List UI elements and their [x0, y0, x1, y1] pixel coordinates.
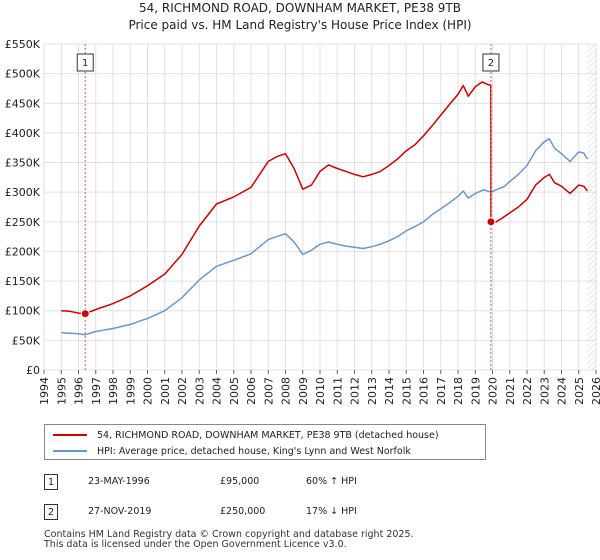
legend-swatch-property	[53, 434, 87, 436]
sale-badge-label: 2	[488, 58, 494, 69]
x-tick-label: 2003	[193, 377, 206, 405]
sale-point	[486, 217, 496, 227]
x-tick-label: 2013	[366, 377, 379, 405]
legend-label-hpi: HPI: Average price, detached house, King…	[97, 445, 411, 457]
forecast-hatch	[587, 44, 596, 370]
y-tick-label: £450K	[5, 97, 41, 110]
x-tick-label: 2009	[297, 377, 310, 405]
transaction-badge: 1	[44, 474, 58, 490]
sale-badge-box	[482, 53, 500, 72]
transaction-price: £250,000	[220, 506, 266, 517]
y-tick-label: £100K	[5, 305, 41, 318]
sale-badge-box	[76, 53, 94, 72]
x-tick-label: 2018	[452, 377, 465, 405]
subtitle: Price paid vs. HM Land Registry's House …	[128, 18, 472, 32]
x-tick-label: 1997	[90, 377, 103, 405]
y-tick-label: £0	[26, 364, 40, 377]
transaction-badge: 2	[44, 504, 58, 520]
x-tick-label: 2004	[211, 377, 224, 405]
y-tick-label: £200K	[5, 245, 41, 258]
property-price-line	[61, 81, 589, 315]
x-tick-label: 2000	[142, 377, 155, 405]
transaction-price: £95,000	[220, 476, 260, 487]
x-tick-label: 2007	[262, 377, 275, 405]
x-tick-label: 2006	[245, 377, 258, 405]
y-tick-label: £150K	[5, 275, 41, 288]
footer: Contains HM Land Registry data © Crown c…	[44, 530, 414, 550]
y-tick-label: £250K	[5, 216, 41, 229]
x-tick-label: 2001	[159, 377, 172, 405]
x-tick-label: 2022	[521, 377, 534, 405]
transaction-hpi: 60% ↑ HPI	[306, 476, 357, 487]
x-tick-label: 2021	[504, 377, 517, 405]
footer-licence: This data is licensed under the Open Gov…	[44, 539, 347, 550]
chart: £0 £50K £100K £150K £200K £250K £300K £350K £400…	[5, 38, 600, 405]
legend: 54, RICHMOND ROAD, DOWNHAM MARKET, PE38 …	[44, 424, 486, 460]
transaction-date: 27-NOV-2019	[88, 506, 152, 517]
legend-swatch-hpi	[53, 450, 87, 452]
sale-point	[80, 309, 90, 319]
y-tick-label: £400K	[5, 127, 41, 140]
y-tick-label: £500K	[5, 68, 41, 81]
x-tick-label: 2014	[383, 377, 396, 405]
sale-badge-label: 1	[82, 58, 88, 69]
x-tick-label: 2016	[418, 377, 431, 405]
y-tick-label: £300K	[5, 186, 41, 199]
y-tick-label: £350K	[5, 157, 41, 170]
x-tick-label: 2010	[314, 377, 327, 405]
x-tick-label: 1994	[38, 377, 51, 405]
legend-label-property: 54, RICHMOND ROAD, DOWNHAM MARKET, PE38 …	[97, 429, 439, 441]
title: 54, RICHMOND ROAD, DOWNHAM MARKET, PE38 …	[139, 1, 461, 15]
x-tick-label: 2026	[590, 377, 600, 405]
transaction-date: 23-MAY-1996	[88, 476, 150, 487]
x-tick-label: 1995	[55, 377, 68, 405]
transaction-hpi: 17% ↓ HPI	[306, 506, 357, 517]
x-tick-label: 2008	[280, 377, 293, 405]
x-tick-label: 2002	[176, 377, 189, 405]
y-tick-label: £50K	[12, 334, 41, 347]
x-tick-label: 2012	[349, 377, 362, 405]
x-tick-label: 2017	[435, 377, 448, 405]
x-tick-label: 2023	[538, 377, 551, 405]
x-tick-label: 2011	[331, 377, 344, 405]
chart-title: 54, RICHMOND ROAD, DOWNHAM MARKET, PE38 …	[0, 0, 600, 34]
y-tick-label: £550K	[5, 38, 41, 51]
legend-item-property: 54, RICHMOND ROAD, DOWNHAM MARKET, PE38 …	[53, 427, 439, 443]
x-tick-label: 1996	[73, 377, 86, 405]
x-tick-label: 2005	[228, 377, 241, 405]
footer-copyright: Contains HM Land Registry data © Crown c…	[44, 529, 414, 540]
x-tick-label: 2019	[469, 377, 482, 405]
legend-item-hpi: HPI: Average price, detached house, King…	[53, 443, 411, 459]
x-tick-label: 2025	[573, 377, 586, 405]
x-tick-label: 2024	[556, 377, 569, 405]
x-tick-label: 2015	[400, 377, 413, 405]
x-tick-label: 2020	[487, 377, 500, 405]
hpi-line	[61, 138, 589, 336]
x-tick-label: 1998	[107, 377, 120, 405]
x-tick-label: 1999	[124, 377, 137, 405]
